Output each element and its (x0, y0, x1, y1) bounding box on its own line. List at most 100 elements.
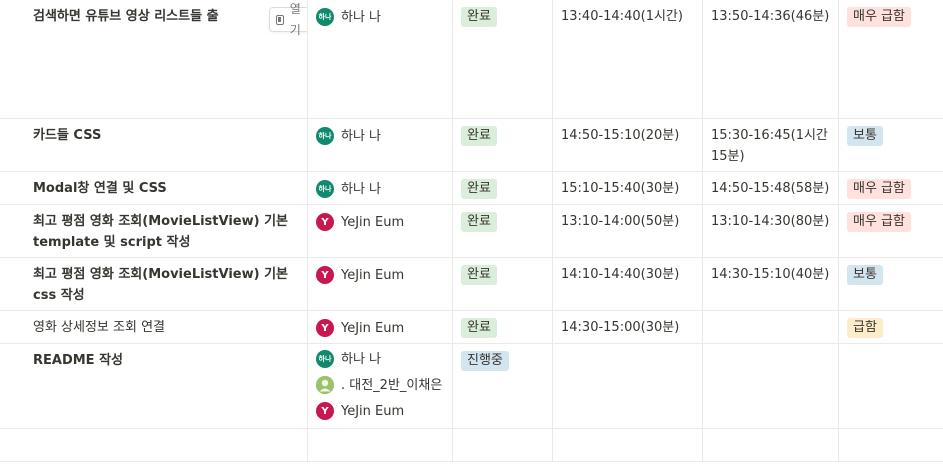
task-title-cell[interactable] (24, 429, 308, 461)
status-cell[interactable] (453, 429, 553, 461)
table-row[interactable]: 검색하면 유튜브 영상 리스트들 출 열기 하나 하나 나 완료 13:40-1… (0, 0, 943, 119)
priority-badge: 매우 급함 (847, 7, 911, 27)
avatar: Y (316, 319, 334, 337)
user-avatar-icon (316, 376, 334, 394)
table-row[interactable]: 영화 상세정보 조회 연결 Y YeJin Eum 완료 14:30-15:00… (0, 311, 943, 344)
planned-time-cell[interactable]: 14:10-14:40(30분) (553, 258, 703, 310)
avatar: 하나 (316, 350, 334, 368)
actual-time-cell[interactable]: 13:50-14:36(46분) (703, 0, 839, 118)
task-title[interactable]: README 작성 (33, 353, 124, 368)
task-title-cell[interactable]: 최고 평점 영화 조회(MovieListView) 기본 template 및… (24, 205, 308, 257)
assignee-cell[interactable]: 하나 하나 나 (308, 119, 453, 171)
planned-time-cell[interactable] (553, 429, 703, 461)
status-badge: 완료 (461, 212, 497, 232)
priority-badge: 매우 급함 (847, 179, 911, 199)
planned-time-cell[interactable]: 13:40-14:40(1시간) (553, 0, 703, 118)
assignee-cell[interactable]: Y YeJin Eum (308, 311, 453, 343)
table-row-empty[interactable] (0, 429, 943, 462)
status-cell[interactable]: 완료 (453, 311, 553, 343)
assignee-cell[interactable]: 하나 하나 나 (308, 172, 453, 204)
task-title[interactable]: Modal창 연결 및 CSS (33, 181, 167, 196)
actual-time-cell[interactable] (703, 344, 839, 428)
priority-cell[interactable]: 보통 (839, 258, 943, 310)
open-button-label: 열기 (289, 1, 301, 37)
table-row[interactable]: 최고 평점 영화 조회(MovieListView) 기본 css 작성 Y Y… (0, 258, 943, 311)
person-chip: Y YeJin Eum (316, 400, 444, 422)
avatar: 하나 (316, 180, 334, 198)
task-title-cell[interactable]: 최고 평점 영화 조회(MovieListView) 기본 css 작성 (24, 258, 308, 310)
status-cell[interactable]: 완료 (453, 119, 553, 171)
person-chip: 하나 하나 나 (316, 125, 444, 147)
status-badge: 완료 (461, 126, 497, 146)
planned-time-cell[interactable] (553, 344, 703, 428)
task-title-cell[interactable]: 검색하면 유튜브 영상 리스트들 출 열기 (24, 0, 308, 118)
status-badge: 완료 (461, 179, 497, 199)
person-name: 하나 나 (341, 9, 382, 25)
priority-badge: 급함 (847, 318, 883, 338)
assignee-cell[interactable]: 하나 하나 나 (308, 0, 453, 118)
person-name: YeJin Eum (341, 267, 405, 283)
task-title[interactable]: 영화 상세정보 조회 연결 (33, 320, 165, 335)
person-name: 하나 나 (341, 181, 382, 197)
status-cell[interactable]: 완료 (453, 172, 553, 204)
task-title[interactable]: 최고 평점 영화 조회(MovieListView) 기본 template 및… (33, 214, 289, 250)
assignee-cell[interactable]: Y YeJin Eum (308, 258, 453, 310)
person-chip: 하나 하나 나 (316, 348, 444, 370)
task-title-cell[interactable]: Modal창 연결 및 CSS (24, 172, 308, 204)
assignee-cell[interactable] (308, 429, 453, 461)
status-badge: 완료 (461, 318, 497, 338)
priority-cell[interactable]: 매우 급함 (839, 172, 943, 204)
actual-time-cell[interactable]: 13:10-14:30(80분) (703, 205, 839, 257)
status-cell[interactable]: 완료 (453, 205, 553, 257)
priority-cell[interactable] (839, 344, 943, 428)
priority-cell[interactable] (839, 429, 943, 461)
avatar: 하나 (316, 127, 334, 145)
assignee-cell[interactable]: 하나 하나 나 . 대전_2반_이채은 Y YeJin Eum (308, 344, 453, 428)
actual-time-cell[interactable] (703, 311, 839, 343)
open-button[interactable]: 열기 (269, 2, 307, 37)
priority-cell[interactable]: 급함 (839, 311, 943, 343)
assignee-cell[interactable]: Y YeJin Eum (308, 205, 453, 257)
actual-time-cell[interactable]: 15:30-16:45(1시간 15분) (703, 119, 839, 171)
table-row[interactable]: README 작성 하나 하나 나 . 대전_2반_이채은 Y YeJi (0, 344, 943, 429)
person-chip: . 대전_2반_이채은 (316, 374, 444, 396)
status-cell[interactable]: 진행중 (453, 344, 553, 428)
title-fade (234, 6, 270, 30)
status-badge: 완료 (461, 265, 497, 285)
person-chip: 하나 하나 나 (316, 6, 444, 28)
person-name: YeJin Eum (341, 403, 405, 419)
actual-time-cell[interactable] (703, 429, 839, 461)
person-name: YeJin Eum (341, 320, 405, 336)
priority-cell[interactable]: 매우 급함 (839, 0, 943, 118)
person-name: YeJin Eum (341, 214, 405, 230)
actual-time-cell[interactable]: 14:30-15:10(40분) (703, 258, 839, 310)
status-cell[interactable]: 완료 (453, 0, 553, 118)
priority-cell[interactable]: 매우 급함 (839, 205, 943, 257)
person-name: 하나 나 (341, 351, 382, 367)
person-chip: Y YeJin Eum (316, 211, 444, 233)
actual-time-cell[interactable]: 14:50-15:48(58분) (703, 172, 839, 204)
user-silhouette-icon (316, 376, 334, 394)
priority-cell[interactable]: 보통 (839, 119, 943, 171)
status-cell[interactable]: 완료 (453, 258, 553, 310)
person-chip: 하나 하나 나 (316, 178, 444, 200)
avatar: Y (316, 213, 334, 231)
task-title[interactable]: 최고 평점 영화 조회(MovieListView) 기본 css 작성 (33, 267, 289, 303)
planned-time-cell[interactable]: 13:10-14:00(50분) (553, 205, 703, 257)
task-title-cell[interactable]: 카드들 CSS (24, 119, 308, 171)
person-name: . 대전_2반_이채은 (341, 377, 443, 393)
task-title[interactable]: 검색하면 유튜브 영상 리스트들 출 (33, 9, 219, 24)
status-badge: 진행중 (461, 351, 509, 371)
planned-time-cell[interactable]: 14:30-15:00(30분) (553, 311, 703, 343)
priority-badge: 매우 급함 (847, 212, 911, 232)
person-name: 하나 나 (341, 128, 382, 144)
task-title[interactable]: 카드들 CSS (33, 128, 102, 143)
planned-time-cell[interactable]: 15:10-15:40(30분) (553, 172, 703, 204)
task-title-cell[interactable]: README 작성 (24, 344, 308, 428)
table-row[interactable]: 최고 평점 영화 조회(MovieListView) 기본 template 및… (0, 205, 943, 258)
priority-badge: 보통 (847, 126, 883, 146)
task-title-cell[interactable]: 영화 상세정보 조회 연결 (24, 311, 308, 343)
table-row[interactable]: Modal창 연결 및 CSS 하나 하나 나 완료 15:10-15:40(3… (0, 172, 943, 205)
planned-time-cell[interactable]: 14:50-15:10(20분) (553, 119, 703, 171)
table-row[interactable]: 카드들 CSS 하나 하나 나 완료 14:50-15:10(20분) 15:3… (0, 119, 943, 172)
